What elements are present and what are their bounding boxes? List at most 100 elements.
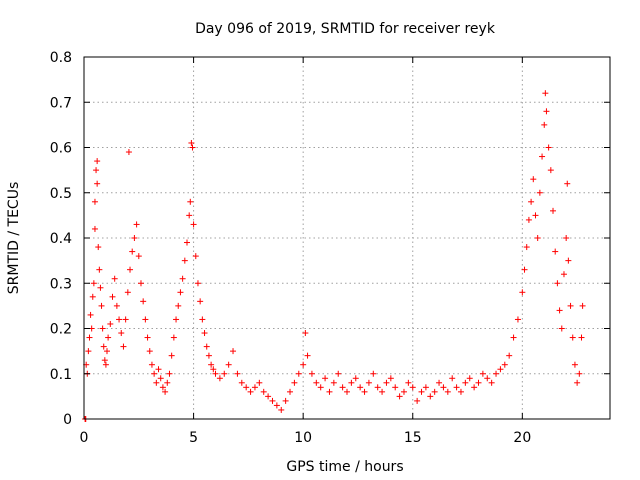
- y-tick-label: 0.2: [50, 322, 72, 338]
- data-point: [269, 397, 276, 404]
- data-point: [556, 307, 563, 314]
- data-point: [427, 393, 434, 400]
- y-axis-label: SRMTID / TECUs: [6, 182, 22, 295]
- data-point: [449, 375, 456, 382]
- data-point: [85, 348, 92, 355]
- data-point: [418, 388, 425, 395]
- data-point: [142, 316, 149, 323]
- data-point: [574, 379, 581, 386]
- data-point: [344, 388, 350, 395]
- data-point: [565, 257, 572, 264]
- data-point: [251, 384, 258, 391]
- data-point: [90, 280, 97, 287]
- data-point: [197, 298, 204, 305]
- data-point: [125, 149, 132, 156]
- data-point: [86, 334, 93, 341]
- data-point: [234, 370, 241, 377]
- data-point: [462, 379, 469, 386]
- data-point: [383, 379, 390, 386]
- x-tick-label: 0: [80, 430, 89, 446]
- data-point: [550, 207, 557, 214]
- data-point: [208, 361, 215, 368]
- data-point: [387, 375, 394, 382]
- data-point: [205, 352, 212, 359]
- data-point: [177, 289, 184, 296]
- data-point: [168, 352, 175, 359]
- data-point: [179, 275, 186, 282]
- data-point: [519, 289, 526, 296]
- data-point: [361, 388, 368, 395]
- data-point: [225, 361, 232, 368]
- data-point: [216, 375, 223, 382]
- data-point: [230, 348, 237, 355]
- x-tick-label: 5: [189, 430, 198, 446]
- data-point: [405, 379, 412, 386]
- data-point: [102, 361, 109, 368]
- data-point: [579, 302, 586, 309]
- data-point: [91, 225, 98, 232]
- data-point: [120, 343, 127, 350]
- grid-lines: [84, 57, 610, 419]
- data-point: [348, 379, 355, 386]
- data-point: [532, 212, 539, 219]
- data-point: [210, 366, 217, 373]
- y-tick-label: 0.3: [50, 276, 72, 292]
- data-point: [243, 384, 250, 391]
- data-point: [151, 370, 158, 377]
- data-point: [199, 316, 206, 323]
- data-point: [578, 334, 585, 341]
- data-point: [273, 402, 280, 409]
- y-tick-label: 0.6: [50, 141, 72, 157]
- data-point: [571, 361, 578, 368]
- data-point: [109, 293, 116, 300]
- data-point: [190, 221, 197, 228]
- data-point: [313, 379, 320, 386]
- data-point: [569, 334, 576, 341]
- data-point: [444, 388, 451, 395]
- data-point: [153, 379, 160, 386]
- data-point: [104, 348, 111, 355]
- data-point: [322, 375, 329, 382]
- data-point: [192, 253, 199, 260]
- data-point: [278, 406, 285, 413]
- data-point: [564, 180, 571, 187]
- data-point: [392, 384, 399, 391]
- x-tick-label: 20: [513, 430, 531, 446]
- data-point: [440, 384, 447, 391]
- y-tick-label: 0.1: [50, 367, 72, 383]
- data-point: [317, 384, 324, 391]
- data-point: [137, 280, 144, 287]
- data-point: [409, 384, 416, 391]
- data-point: [187, 198, 194, 205]
- data-point: [431, 388, 438, 395]
- data-point: [304, 352, 311, 359]
- data-point: [534, 235, 541, 241]
- data-point: [576, 370, 583, 377]
- data-point: [501, 361, 508, 368]
- data-point: [560, 271, 567, 278]
- data-point: [506, 352, 513, 359]
- data-points: [82, 90, 586, 422]
- y-tick-label: 0.8: [50, 50, 72, 66]
- data-point: [173, 316, 180, 323]
- data-point: [129, 248, 136, 255]
- data-point: [545, 144, 552, 151]
- chart-title: Day 096 of 2019, SRMTID for receiver rey…: [195, 21, 496, 37]
- data-point: [370, 370, 377, 377]
- data-point: [166, 370, 173, 377]
- data-point: [157, 375, 164, 382]
- data-point: [554, 280, 561, 287]
- data-point: [352, 375, 359, 382]
- data-point: [107, 320, 114, 327]
- data-point: [300, 361, 307, 368]
- data-point: [97, 284, 104, 291]
- data-point: [422, 384, 429, 391]
- data-point: [93, 167, 100, 174]
- data-point: [98, 302, 105, 309]
- data-point: [497, 366, 504, 373]
- data-point: [194, 280, 201, 287]
- data-point: [374, 384, 381, 391]
- data-point: [514, 316, 521, 323]
- data-point: [101, 357, 108, 364]
- data-point: [567, 302, 574, 309]
